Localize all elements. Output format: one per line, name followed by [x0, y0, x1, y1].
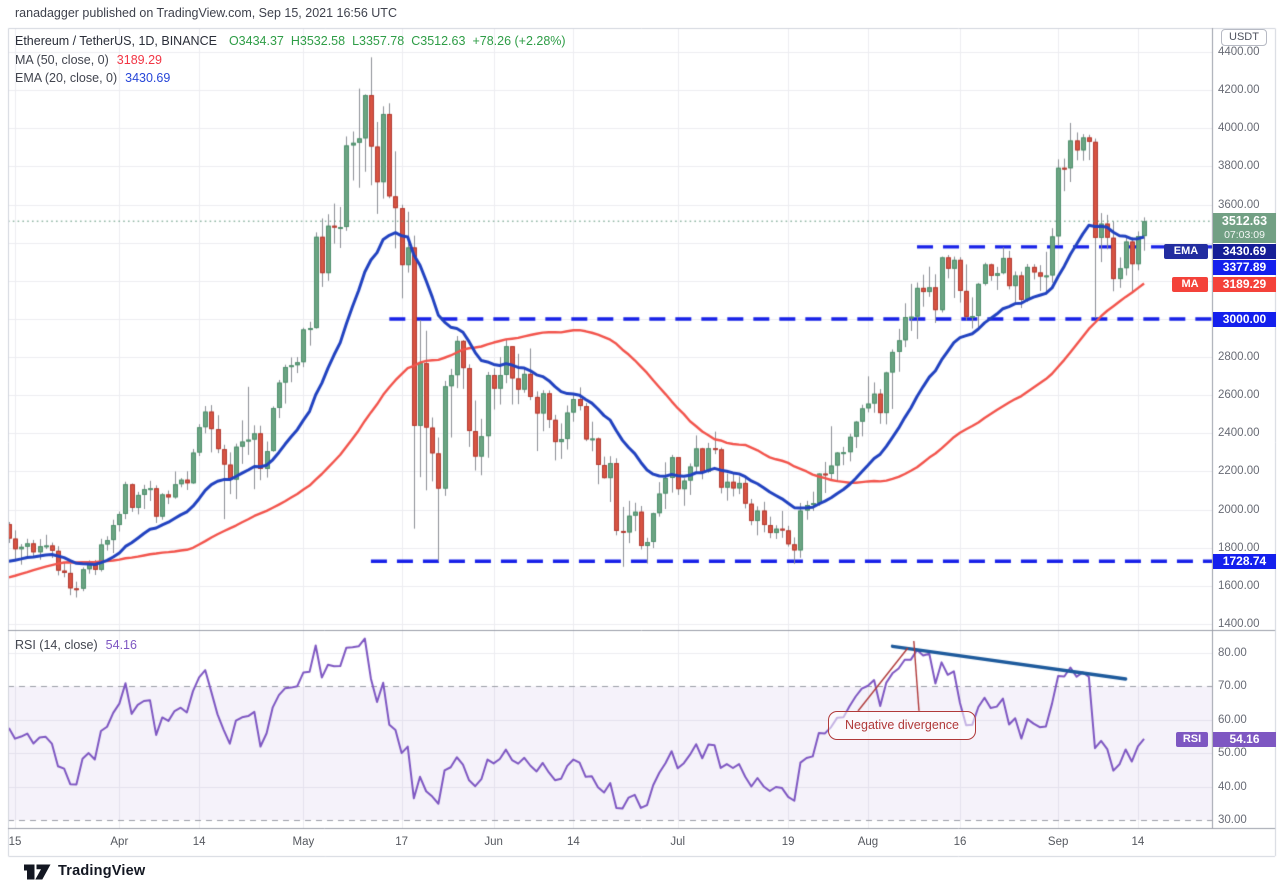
price-tick-label: 1400.00 [1218, 618, 1260, 630]
negative-divergence-callout[interactable]: Negative divergence [828, 711, 976, 740]
tradingview-brand-text: TradingView [58, 862, 146, 879]
level-label-3000: 3000.00 [1213, 312, 1276, 327]
bar-countdown: 07:03:09 [1224, 229, 1265, 241]
time-tick-label: 14 [192, 836, 206, 848]
time-tick-label: Sep [1047, 836, 1069, 848]
price-tick-label: 1600.00 [1218, 579, 1260, 592]
ma-legend-value: 3189.29 [116, 53, 162, 67]
ema-legend-label: EMA (20, close, 0) [15, 71, 118, 85]
rsi-tick-label: 30.00 [1218, 814, 1247, 826]
level-label-3377: 3377.89 [1213, 260, 1276, 275]
ohlc-change: +78.26 (+2.28%) [472, 34, 566, 48]
price-tick-label: 2600.00 [1218, 389, 1260, 402]
ohlc-low: L3357.78 [352, 34, 405, 48]
ema-legend-row: EMA (20, close, 0) 3430.69 [15, 70, 170, 86]
price-tick-label: 2000.00 [1218, 503, 1260, 516]
time-tick-label: 16 [953, 836, 967, 848]
price-tick-label: 2800.00 [1218, 351, 1260, 364]
rsi-legend-row: RSI (14, close) 54.16 [15, 638, 137, 652]
rsi-tick-label: 60.00 [1218, 713, 1247, 726]
rsi-tick-label: 80.00 [1218, 647, 1247, 659]
time-tick-label: 15 [8, 836, 22, 848]
price-tick-label: 3600.00 [1218, 198, 1260, 211]
rsi-tick-label: 70.00 [1218, 680, 1247, 693]
ohlc-open: O3434.37 [228, 34, 284, 48]
time-tick-label: Aug [857, 836, 879, 848]
main-legend-row: Ethereum / TetherUS, 1D, BINANCE O3434.37… [15, 33, 573, 49]
last-price-value: 3512.63 [1221, 214, 1268, 228]
time-tick-label: 14 [567, 836, 580, 848]
ema-price-label: 3430.69 [1213, 244, 1276, 259]
symbol-title: Ethereum / TetherUS, 1D, BINANCE [15, 34, 217, 48]
rsi-tick-label: 40.00 [1218, 780, 1247, 793]
rsi-tick-label: 50.00 [1218, 747, 1247, 760]
footer-logo[interactable]: TradingView [24, 861, 145, 880]
rsi-badge: RSI [1176, 732, 1208, 747]
time-tick-label: May [292, 836, 315, 848]
level-label-1728: 1728.74 [1213, 554, 1276, 569]
ema-badge: EMA [1164, 244, 1208, 259]
ma-legend-label: MA (50, close, 0) [15, 53, 109, 67]
ma-badge: MA [1172, 277, 1208, 292]
price-tick-label: 4000.00 [1218, 122, 1260, 135]
time-tick-label: Jul [670, 836, 686, 848]
time-tick-label: 14 [1131, 836, 1145, 848]
rsi-legend-value: 54.16 [105, 638, 137, 652]
price-tick-label: 3800.00 [1218, 160, 1260, 173]
ma-price-label: 3189.29 [1213, 277, 1276, 292]
price-tick-label: 2400.00 [1218, 427, 1260, 440]
currency-toggle-button[interactable]: USDT [1221, 29, 1267, 46]
price-tick-label: 1800.00 [1218, 541, 1260, 554]
time-tick-label: 17 [395, 836, 408, 848]
rsi-legend-label: RSI (14, close) [15, 638, 98, 652]
tradingview-logo-icon [24, 864, 51, 880]
last-price-label: 3512.63 07:03:09 [1213, 213, 1276, 243]
ma-legend-row: MA (50, close, 0) 3189.29 [15, 52, 162, 68]
price-tick-label: 4400.00 [1218, 46, 1260, 58]
published-bar: ranadagger published on TradingView.com,… [15, 6, 397, 20]
time-tick-label: 19 [781, 836, 795, 848]
ohlc-close: C3512.63 [411, 34, 466, 48]
price-tick-label: 2200.00 [1218, 465, 1260, 478]
ohlc-high: H3532.58 [290, 34, 346, 48]
published-text: ranadagger published on TradingView.com,… [15, 6, 397, 20]
time-tick-label: Apr [110, 836, 129, 848]
ema-legend-value: 3430.69 [125, 71, 171, 85]
time-tick-label: Jun [484, 836, 503, 848]
price-tick-label: 4200.00 [1218, 84, 1260, 97]
rsi-value-label: 54.16 [1213, 732, 1276, 747]
